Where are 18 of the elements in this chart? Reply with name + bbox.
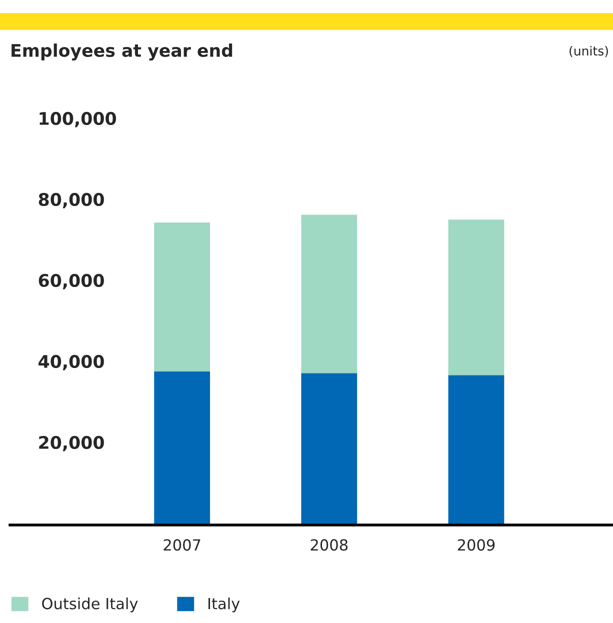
x-tick-label: 2008 (310, 539, 348, 551)
bar (448, 375, 504, 525)
y-tick-label: 40,000 (38, 354, 104, 370)
chart-title: Employees at year end (12, 44, 232, 60)
legend-label: Outside Italy (42, 598, 138, 612)
bar (154, 222, 210, 372)
bar (301, 214, 358, 374)
y-tick-label: 60,000 (38, 274, 104, 290)
bar (301, 373, 358, 525)
bar (448, 220, 504, 376)
text: (units) (570, 46, 608, 58)
y-tick-label: 20,000 (39, 436, 104, 452)
x-tick-label: 2009 (458, 539, 495, 551)
legend-label: Italy (208, 598, 240, 612)
x-tick-label: 2007 (164, 539, 200, 551)
bar (154, 372, 210, 525)
y-tick-label: 80,000 (38, 192, 104, 208)
y-tick-label: 100,000 (40, 112, 116, 128)
